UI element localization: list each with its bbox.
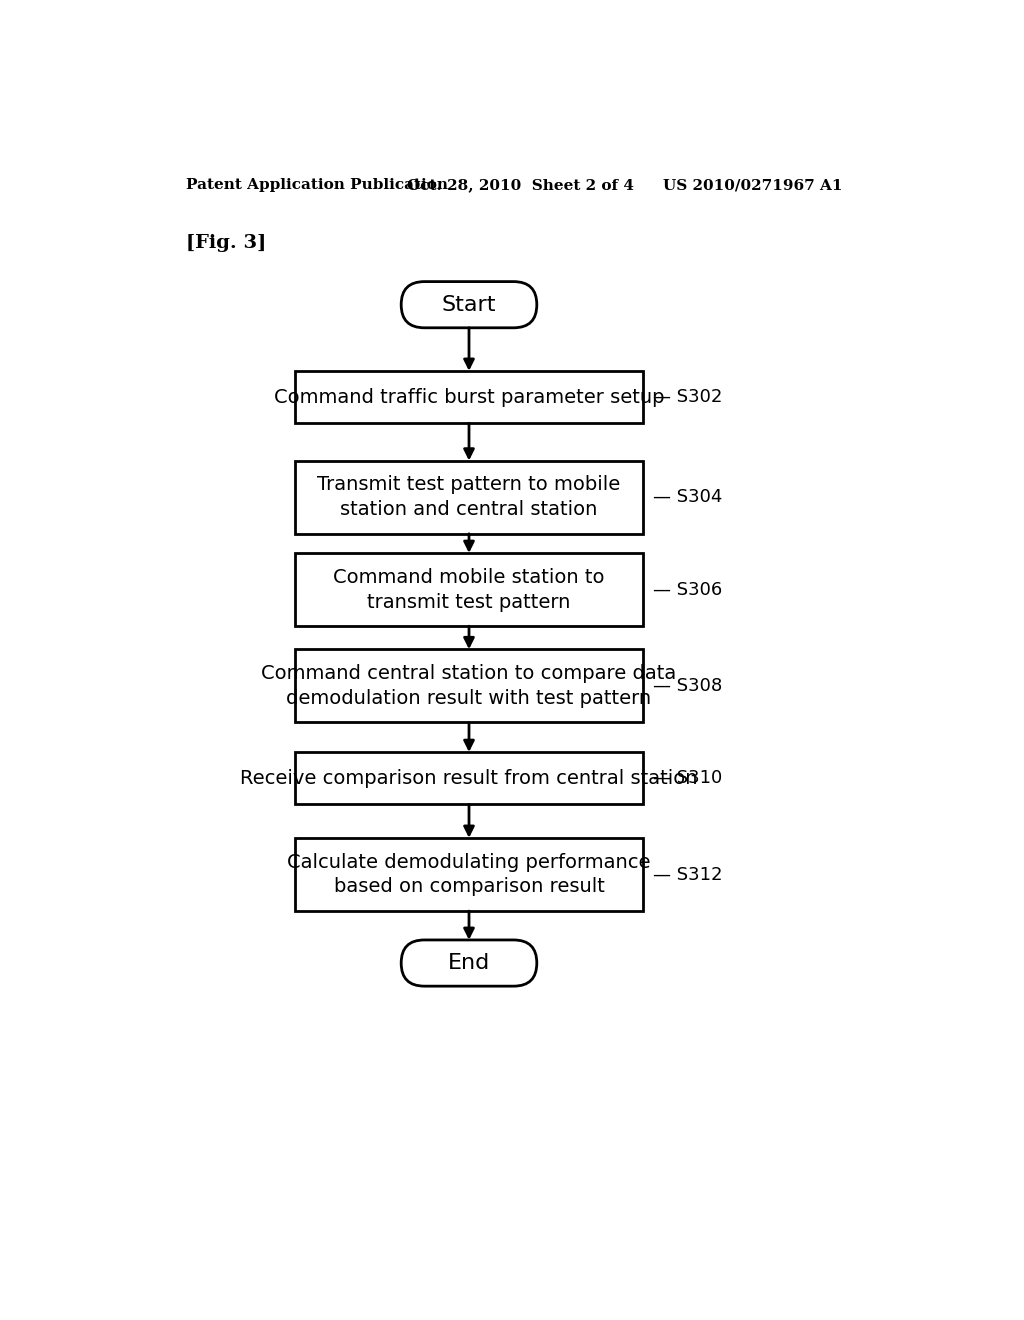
Text: Receive comparison result from central station: Receive comparison result from central s…	[241, 768, 697, 788]
Bar	[295, 553, 643, 626]
Text: Calculate demodulating performance
based on comparison result: Calculate demodulating performance based…	[288, 853, 650, 896]
Text: Transmit test pattern to mobile
station and central station: Transmit test pattern to mobile station …	[317, 475, 621, 519]
Bar	[295, 838, 643, 911]
Bar	[295, 371, 643, 424]
Bar	[295, 649, 643, 722]
Text: Command mobile station to
transmit test pattern: Command mobile station to transmit test …	[333, 568, 605, 611]
Text: Start: Start	[441, 294, 497, 314]
Text: — S310: — S310	[652, 770, 722, 787]
Text: Patent Application Publication: Patent Application Publication	[186, 178, 449, 193]
Bar	[295, 461, 643, 533]
FancyBboxPatch shape	[401, 940, 537, 986]
Text: End: End	[447, 953, 490, 973]
Text: — S312: — S312	[652, 866, 722, 883]
Text: — S308: — S308	[652, 677, 722, 694]
Text: [Fig. 3]: [Fig. 3]	[186, 234, 266, 252]
Text: Command central station to compare data
demodulation result with test pattern: Command central station to compare data …	[261, 664, 677, 708]
Text: Command traffic burst parameter setup: Command traffic burst parameter setup	[273, 388, 665, 407]
Text: — S302: — S302	[652, 388, 722, 407]
Text: Oct. 28, 2010  Sheet 2 of 4: Oct. 28, 2010 Sheet 2 of 4	[407, 178, 634, 193]
Bar	[295, 752, 643, 804]
Text: — S304: — S304	[652, 488, 722, 506]
FancyBboxPatch shape	[401, 281, 537, 327]
Text: — S306: — S306	[652, 581, 722, 598]
Text: US 2010/0271967 A1: US 2010/0271967 A1	[663, 178, 843, 193]
